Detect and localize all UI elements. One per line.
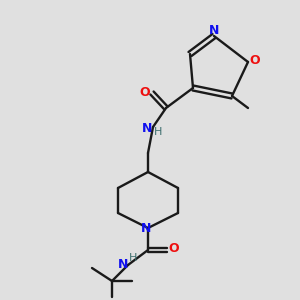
Text: O: O	[169, 242, 179, 256]
Text: H: H	[129, 253, 137, 263]
Text: N: N	[141, 223, 151, 236]
Text: N: N	[118, 257, 128, 271]
Text: H: H	[154, 127, 162, 137]
Text: O: O	[140, 85, 150, 98]
Text: N: N	[209, 25, 219, 38]
Text: N: N	[142, 122, 152, 134]
Text: O: O	[250, 55, 260, 68]
